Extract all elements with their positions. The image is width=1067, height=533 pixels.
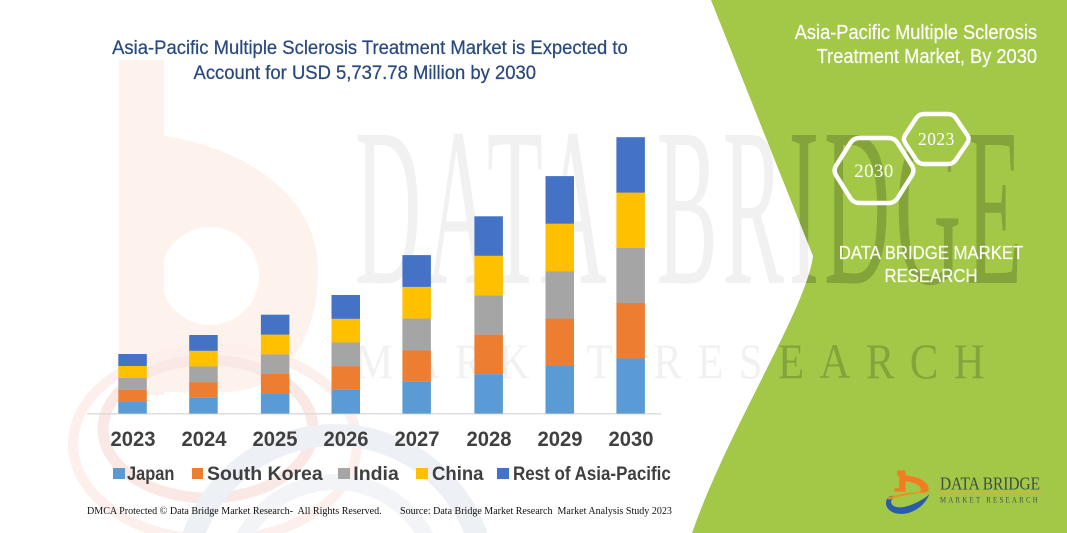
svg-text:MARKET RESEARCH: MARKET RESEARCH bbox=[940, 495, 1040, 504]
svg-text:2023: 2023 bbox=[918, 129, 955, 149]
svg-text:DATA BRIDGE: DATA BRIDGE bbox=[355, 82, 1027, 332]
svg-text:MARKET RESEARCH: MARKET RESEARCH bbox=[355, 333, 1000, 389]
svg-text:2030: 2030 bbox=[854, 161, 894, 182]
svg-text:DATA BRIDGE: DATA BRIDGE bbox=[940, 474, 1040, 494]
